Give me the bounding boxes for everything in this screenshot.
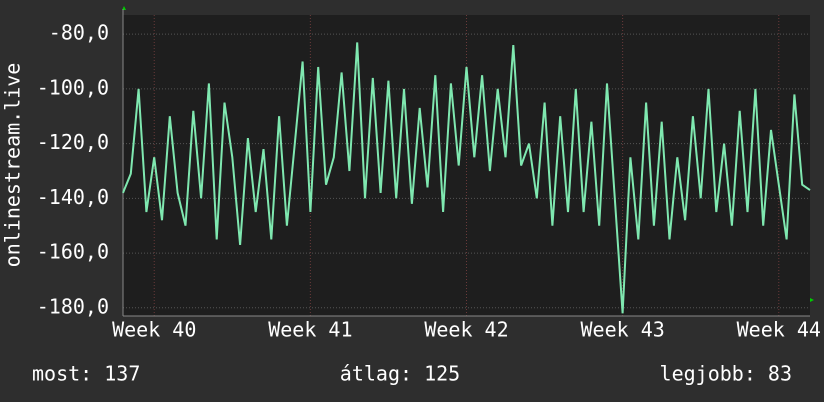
data-line xyxy=(122,42,811,314)
x-tick-label: Week 41 xyxy=(268,318,352,342)
axis-arrow xyxy=(810,298,814,302)
x-tick-label: Week 44 xyxy=(737,318,821,342)
x-tick-label: Week 40 xyxy=(112,318,196,342)
stat-average: átlag: 125 xyxy=(340,362,460,386)
stat-current: most: 137 xyxy=(32,362,140,386)
y-tick-label: -100,0 xyxy=(37,75,109,99)
y-tick-label: -80,0 xyxy=(49,21,109,45)
y-axis-label: onlinestream.live xyxy=(1,63,25,268)
y-tick-label: -120,0 xyxy=(37,130,109,154)
y-tick-label: -180,0 xyxy=(37,294,109,318)
x-tick-label: Week 42 xyxy=(424,318,508,342)
x-tick-label: Week 43 xyxy=(580,318,664,342)
stat-best: legjobb: 83 xyxy=(660,362,792,386)
y-tick-label: -160,0 xyxy=(37,240,109,264)
y-tick-label: -140,0 xyxy=(37,185,109,209)
